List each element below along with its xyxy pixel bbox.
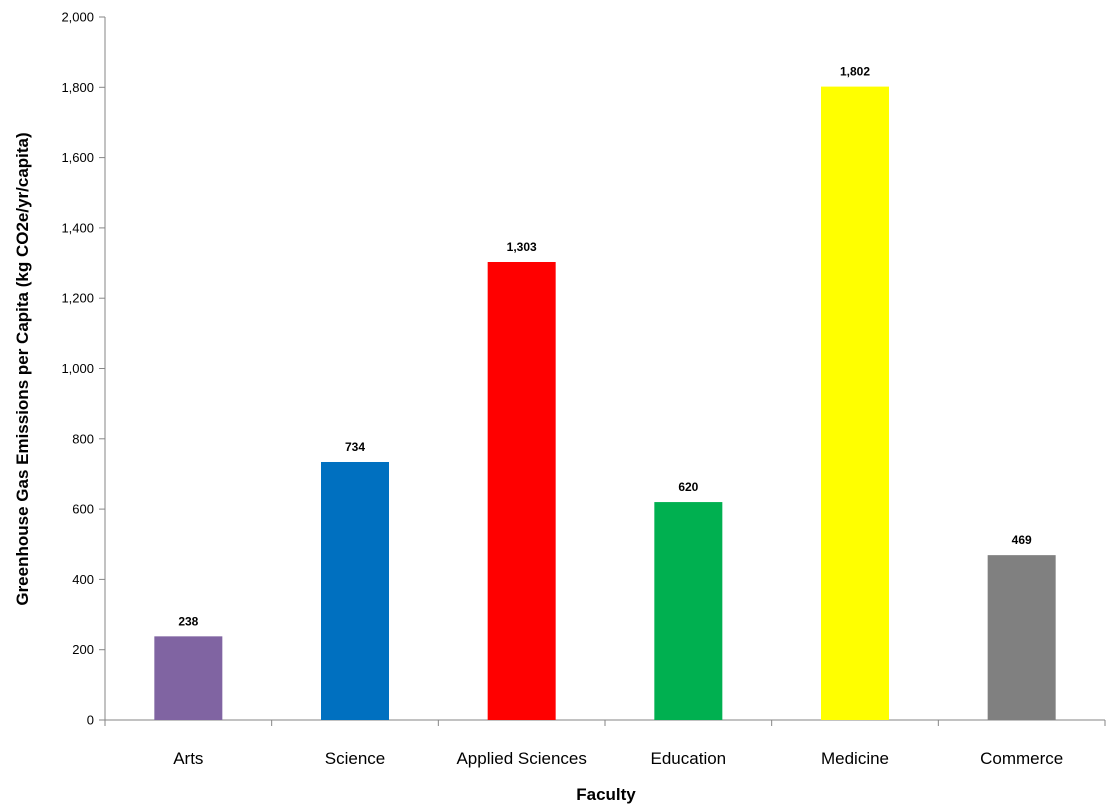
x-tick-label: Commerce [980,749,1063,768]
data-label: 469 [1012,533,1032,547]
data-label: 238 [178,614,198,628]
y-axis-title: Greenhouse Gas Emissions per Capita (kg … [13,132,32,605]
x-tick-label: Applied Sciences [456,749,586,768]
y-tick-label: 600 [72,502,94,517]
y-tick-label: 1,600 [61,150,94,165]
y-tick-label: 1,200 [61,291,94,306]
y-tick-label: 400 [72,572,94,587]
bar-education [654,502,723,720]
bar-commerce [987,555,1056,720]
bar-arts [154,636,223,720]
bar-applied-sciences [487,261,556,720]
y-tick-label: 2,000 [61,10,94,25]
y-tick-label: 200 [72,642,94,657]
y-tick-label: 0 [87,713,94,728]
bar-science [321,461,389,720]
axes: 0 200 400 600 800 1,000 1,200 1,400 1,600 1,800 2,… [61,10,1106,728]
y-tick-label: 1,400 [61,220,94,235]
x-tick-label: Arts [173,749,203,768]
x-tick-label: Medicine [821,749,889,768]
labels: 238 Arts 734 Science 1,303 Applied Sciences 62… [173,65,1063,768]
y-tick-label: 1,800 [61,80,94,95]
x-tick-label: Science [325,749,385,768]
data-label: 1,303 [507,240,537,254]
x-axis-title: Faculty [576,785,636,804]
y-tick-label: 800 [72,431,94,446]
data-label: 620 [678,480,698,494]
data-label: 734 [345,440,365,454]
data-label: 1,802 [840,65,870,79]
bar-medicine [821,86,889,721]
bars [154,86,1056,721]
y-tick-label: 1,000 [61,361,94,376]
x-tick-label: Education [651,749,727,768]
